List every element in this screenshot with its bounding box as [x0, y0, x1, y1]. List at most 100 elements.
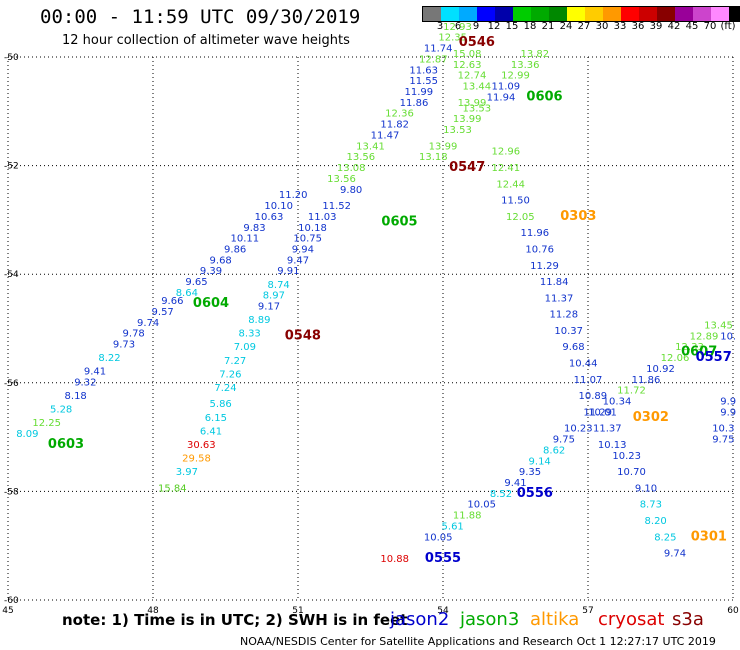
- wave-height-point: 11.52: [322, 201, 351, 212]
- wave-height-point: 11.50: [501, 196, 530, 207]
- wave-height-point: 9.10: [635, 483, 657, 494]
- wave-height-point: 9.17: [258, 301, 280, 312]
- color-scale-swatch: [567, 7, 585, 21]
- wave-height-point: 9.14: [529, 456, 551, 467]
- wave-height-point: 10.34: [603, 397, 632, 408]
- y-tick-label: -52: [4, 162, 19, 172]
- wave-height-point: 11.94: [487, 92, 516, 103]
- color-scale-label: 24: [559, 21, 573, 32]
- wave-height-point: 11.86: [400, 98, 429, 109]
- wave-height-point: 7.26: [219, 369, 241, 380]
- wave-height-point: 9.80: [340, 185, 362, 196]
- wave-height-point: 12.35: [438, 33, 467, 44]
- satellite-legend-jason2: jason2: [390, 609, 450, 630]
- chart-subtitle: 12 hour collection of altimeter wave hei…: [62, 33, 350, 48]
- wave-height-point: 8.52: [490, 489, 512, 500]
- wave-height-point: 13.44: [463, 82, 492, 93]
- pass-label: 0302: [633, 410, 669, 425]
- wave-height-point: 3.97: [176, 467, 198, 478]
- wave-height-point: 7.09: [234, 342, 256, 353]
- color-scale-label: 45: [685, 21, 699, 32]
- wave-height-point: 10.13: [598, 440, 627, 451]
- wave-height-point: 10.76: [525, 244, 554, 255]
- wave-height-point: 12.41: [492, 163, 521, 174]
- wave-height-point: 10.75: [293, 234, 322, 245]
- x-tick-label: 51: [292, 606, 303, 616]
- pass-label: 0546: [459, 35, 495, 50]
- wave-height-point: 15.08: [453, 49, 482, 60]
- wave-height-point: 9.94: [292, 244, 314, 255]
- color-scale-swatch: [495, 7, 513, 21]
- footer-credit: NOAA/NESDIS Center for Satellite Applica…: [240, 635, 716, 648]
- pass-label: 0606: [526, 89, 562, 104]
- wave-height-point: 12.89: [690, 331, 719, 342]
- wave-height-point: 11.99: [405, 87, 434, 98]
- wave-height-point: 11.96: [521, 228, 550, 239]
- wave-height-point: 8.18: [65, 391, 87, 402]
- wave-height-point: 11.82: [380, 120, 409, 131]
- wave-height-point: 10.: [720, 331, 736, 342]
- pass-label: 0603: [48, 437, 84, 452]
- wave-height-point: 6.41: [200, 426, 222, 437]
- x-tick-label: 45: [2, 606, 13, 616]
- color-scale-swatch: [639, 7, 657, 21]
- wave-height-point: 8.97: [263, 291, 285, 302]
- wave-height-point: 5.61: [442, 521, 464, 532]
- wave-height-point: 12.74: [458, 71, 487, 82]
- color-scale-swatch: [585, 7, 603, 21]
- wave-height-point: 10.92: [646, 364, 675, 375]
- wave-height-point: 6.15: [205, 413, 227, 424]
- wave-height-point: 8.33: [239, 329, 261, 340]
- pass-label: 0557: [696, 350, 732, 365]
- color-scale-label: 21: [541, 21, 555, 32]
- wave-height-point: 12.25: [32, 418, 61, 429]
- wave-height-point: 10.18: [298, 223, 327, 234]
- wave-height-point: 11.63: [409, 65, 438, 76]
- wave-height-point: 10.01: [588, 407, 617, 418]
- wave-height-point: 5.86: [210, 399, 232, 410]
- color-scale-swatch: [513, 7, 531, 21]
- wave-height-point: 11.28: [550, 310, 579, 321]
- color-scale-label: 30: [595, 21, 609, 32]
- wave-height-point: 9.9: [720, 397, 736, 408]
- wave-height-point: 9.32: [74, 378, 96, 389]
- wave-height-point: 9.41: [84, 367, 106, 378]
- wave-height-point: 7.24: [214, 383, 236, 394]
- wave-height-point: 9.47: [287, 255, 309, 266]
- wave-height-point: 8.64: [176, 288, 198, 299]
- wave-height-point: 12.93: [443, 22, 472, 33]
- wave-height-point: 11.09: [492, 82, 521, 93]
- wave-height-point: 8.25: [654, 532, 676, 543]
- wave-height-point: 13.08: [337, 163, 366, 174]
- wave-height-point: 13.99: [458, 98, 487, 109]
- wave-height-point: 9.75: [553, 435, 575, 446]
- satellite-legend-altika: altika: [530, 609, 580, 630]
- wave-height-point: 7.27: [224, 356, 246, 367]
- wave-height-point: 9.39: [200, 266, 222, 277]
- wave-height-point: 12.96: [492, 147, 521, 158]
- color-scale-swatch: [675, 7, 693, 21]
- wave-height-point: 13.18: [419, 152, 448, 163]
- wave-height-point: 9.73: [113, 340, 135, 351]
- wave-height-point: 9.91: [277, 266, 299, 277]
- color-scale-swatch: [531, 7, 549, 21]
- pass-label: 0556: [517, 486, 553, 501]
- color-scale-swatch: [603, 7, 621, 21]
- color-scale-label: 42: [667, 21, 681, 32]
- wave-height-point: 10.05: [467, 500, 496, 511]
- wave-height-point: 10.10: [264, 201, 293, 212]
- wave-height-point: 13.36: [511, 60, 540, 71]
- chart-title: 00:00 - 11:59 UTC 09/30/2019: [40, 6, 361, 28]
- color-scale-swatch: [477, 7, 495, 21]
- wave-height-point: 13.82: [521, 49, 550, 60]
- pass-label: 0301: [691, 529, 727, 544]
- wave-height-point: 30.63: [187, 440, 216, 451]
- wave-height-point: 11.37: [545, 293, 574, 304]
- wave-height-point: 13.53: [443, 125, 472, 136]
- color-scale-label: 3: [436, 21, 444, 32]
- wave-height-point: 9.74: [137, 318, 159, 329]
- wave-height-point: 8.20: [645, 516, 667, 527]
- wave-height-point: 10.23: [612, 451, 641, 462]
